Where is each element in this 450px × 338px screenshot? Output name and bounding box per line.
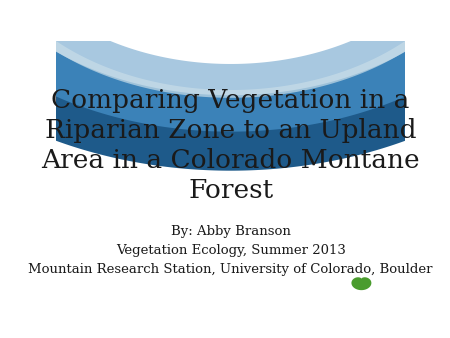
Polygon shape <box>0 0 450 98</box>
Polygon shape <box>0 0 450 64</box>
Polygon shape <box>0 0 450 131</box>
Text: Comparing Vegetation in a
Riparian Zone to an Upland
Area in a Colorado Montane
: Comparing Vegetation in a Riparian Zone … <box>41 89 420 203</box>
Polygon shape <box>0 0 450 171</box>
Polygon shape <box>351 277 371 290</box>
Polygon shape <box>0 0 450 95</box>
Text: By: Abby Branson
Vegetation Ecology, Summer 2013
Mountain Research Station, Univ: By: Abby Branson Vegetation Ecology, Sum… <box>28 224 433 275</box>
